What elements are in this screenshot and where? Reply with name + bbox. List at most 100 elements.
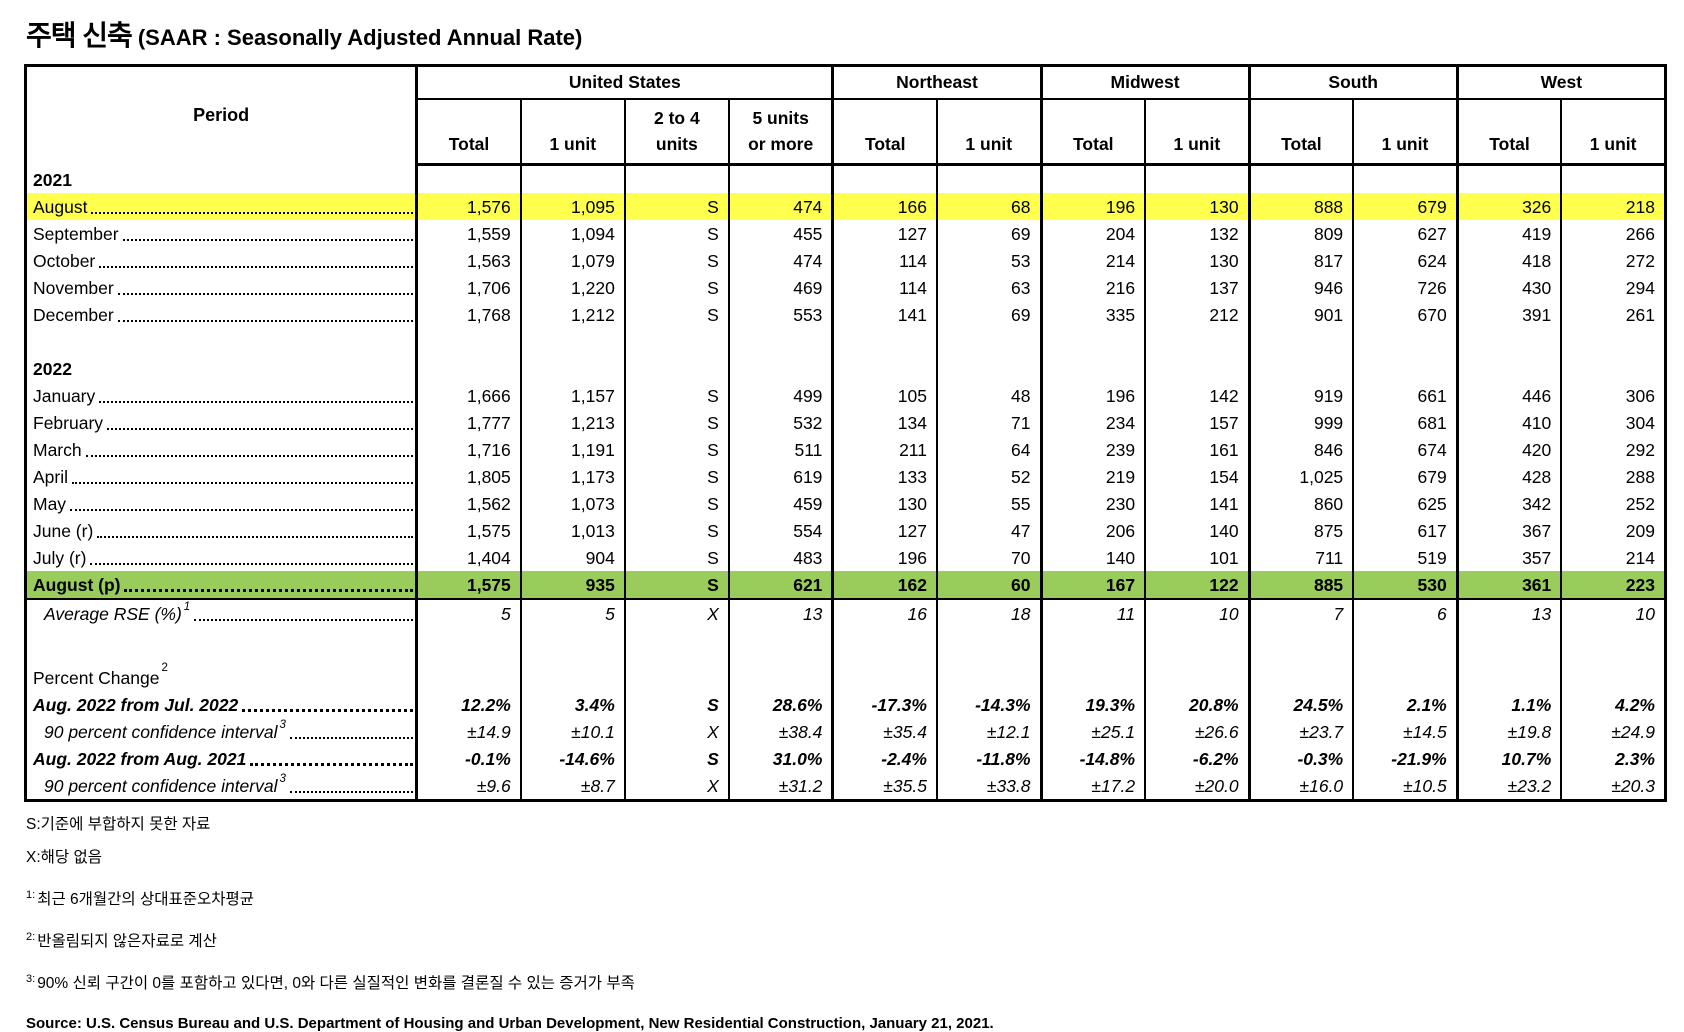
row-label: 90 percent confidence interval 3: [25, 718, 419, 745]
data-cell: 1,777: [415, 409, 521, 436]
data-cell: 132: [1144, 220, 1250, 247]
data-cell: 214: [1560, 544, 1666, 571]
data-cell: [1144, 627, 1250, 658]
data-cell: [1144, 328, 1250, 355]
data-cell: [727, 627, 833, 658]
data-cell: 3.4%: [519, 691, 625, 718]
data-cell: [935, 627, 1042, 658]
table-row: January 1,666 1,157 S 499 105 48 196 142 919 661 44…: [25, 382, 1666, 409]
data-cell: 212: [1144, 301, 1250, 328]
table-row: Aug. 2022 from Jul. 2022 12.2% 3.4% S 28.6% -…: [25, 691, 1666, 718]
data-cell: [935, 328, 1042, 355]
page-title: 주택 신축 (SAAR : Seasonally Adjusted Annual …: [26, 14, 1684, 54]
table-row: July (r) 1,404 904 S 483 196 70 140 101 711 519 357…: [25, 544, 1666, 571]
data-cell: ±14.5: [1352, 718, 1458, 745]
data-cell: 1.1%: [1455, 691, 1562, 718]
region-header-row: Period United States Northeast Midwest Sout…: [25, 65, 1666, 165]
data-cell: 809: [1247, 220, 1354, 247]
data-cell: 55: [935, 490, 1042, 517]
dot-leader: [250, 763, 414, 766]
data-cell: [1455, 164, 1562, 193]
data-cell: 627: [1352, 220, 1458, 247]
dot-leader: [242, 709, 414, 712]
data-cell: -11.8%: [935, 745, 1042, 772]
data-cell: [519, 328, 625, 355]
data-cell: 216: [1039, 274, 1146, 301]
region-header: South: [1247, 65, 1458, 100]
row-label: August: [25, 193, 419, 220]
data-cell: 69: [935, 301, 1042, 328]
data-cell: 846: [1247, 436, 1354, 463]
data-cell: -17.3%: [831, 691, 937, 718]
row-label: December: [25, 301, 419, 328]
data-cell: 63: [935, 274, 1042, 301]
table-row: December 1,768 1,212 S 553 141 69 335 212 901 670 3…: [25, 301, 1666, 328]
data-cell: [1247, 658, 1354, 691]
data-cell: [1352, 355, 1458, 382]
data-cell: 10: [1560, 598, 1666, 627]
data-cell: 661: [1352, 382, 1458, 409]
data-cell: 519: [1352, 544, 1458, 571]
data-cell: [1352, 328, 1458, 355]
data-cell: 530: [1352, 571, 1458, 599]
data-cell: 141: [1144, 490, 1250, 517]
data-cell: ±17.2: [1039, 772, 1146, 801]
row-label: [25, 328, 419, 355]
row-label: Aug. 2022 from Aug. 2021: [25, 745, 419, 772]
data-cell: [831, 164, 937, 193]
row-label: October: [25, 247, 419, 274]
row-label: January: [25, 382, 419, 409]
data-cell: 130: [1144, 247, 1250, 274]
data-cell: [1455, 355, 1562, 382]
dot-leader: [122, 239, 414, 241]
data-cell: [1352, 164, 1458, 193]
data-cell: 621: [727, 571, 833, 599]
row-label: [25, 627, 419, 658]
data-cell: 252: [1560, 490, 1666, 517]
data-cell: [727, 328, 833, 355]
data-cell: 133: [831, 463, 937, 490]
source-line: Source: U.S. Census Bureau and U.S. Depa…: [26, 1015, 994, 1032]
data-cell: 70: [935, 544, 1042, 571]
column-header: 1 unit: [1352, 99, 1458, 166]
data-cell: [1560, 355, 1666, 382]
data-cell: S: [623, 274, 729, 301]
row-label: September: [25, 220, 419, 247]
data-cell: 47: [935, 517, 1042, 544]
data-cell: 10.7%: [1455, 745, 1562, 772]
footnote-2: 2: 반올림되지 않은자료로 계산: [26, 931, 217, 951]
data-cell: 1,094: [519, 220, 625, 247]
dot-leader: [97, 536, 414, 538]
table-row: May 1,562 1,073 S 459 130 55 230 141 860 625 342 252: [25, 490, 1666, 517]
data-cell: 53: [935, 247, 1042, 274]
data-cell: 68: [935, 193, 1042, 220]
data-cell: 1,220: [519, 274, 625, 301]
data-cell: 420: [1455, 436, 1562, 463]
data-cell: 154: [1144, 463, 1250, 490]
data-cell: [1352, 627, 1458, 658]
data-cell: 288: [1560, 463, 1666, 490]
data-cell: 342: [1455, 490, 1562, 517]
data-cell: [935, 355, 1042, 382]
period-header: Period: [25, 65, 419, 165]
data-cell: -14.6%: [519, 745, 625, 772]
data-cell: [623, 627, 729, 658]
data-cell: 935: [519, 571, 625, 599]
data-cell: S: [623, 247, 729, 274]
data-cell: 161: [1144, 436, 1250, 463]
data-cell: 219: [1039, 463, 1146, 490]
table-row: 2021: [25, 164, 1666, 193]
data-cell: S: [623, 220, 729, 247]
data-cell: 234: [1039, 409, 1146, 436]
data-cell: 1,213: [519, 409, 625, 436]
data-cell: 499: [727, 382, 833, 409]
data-cell: 860: [1247, 490, 1354, 517]
data-cell: 137: [1144, 274, 1250, 301]
data-cell: [415, 164, 521, 193]
data-cell: 459: [727, 490, 833, 517]
data-cell: [1560, 328, 1666, 355]
data-cell: S: [623, 745, 729, 772]
data-cell: S: [623, 691, 729, 718]
data-cell: [1247, 627, 1354, 658]
data-cell: [1455, 328, 1562, 355]
